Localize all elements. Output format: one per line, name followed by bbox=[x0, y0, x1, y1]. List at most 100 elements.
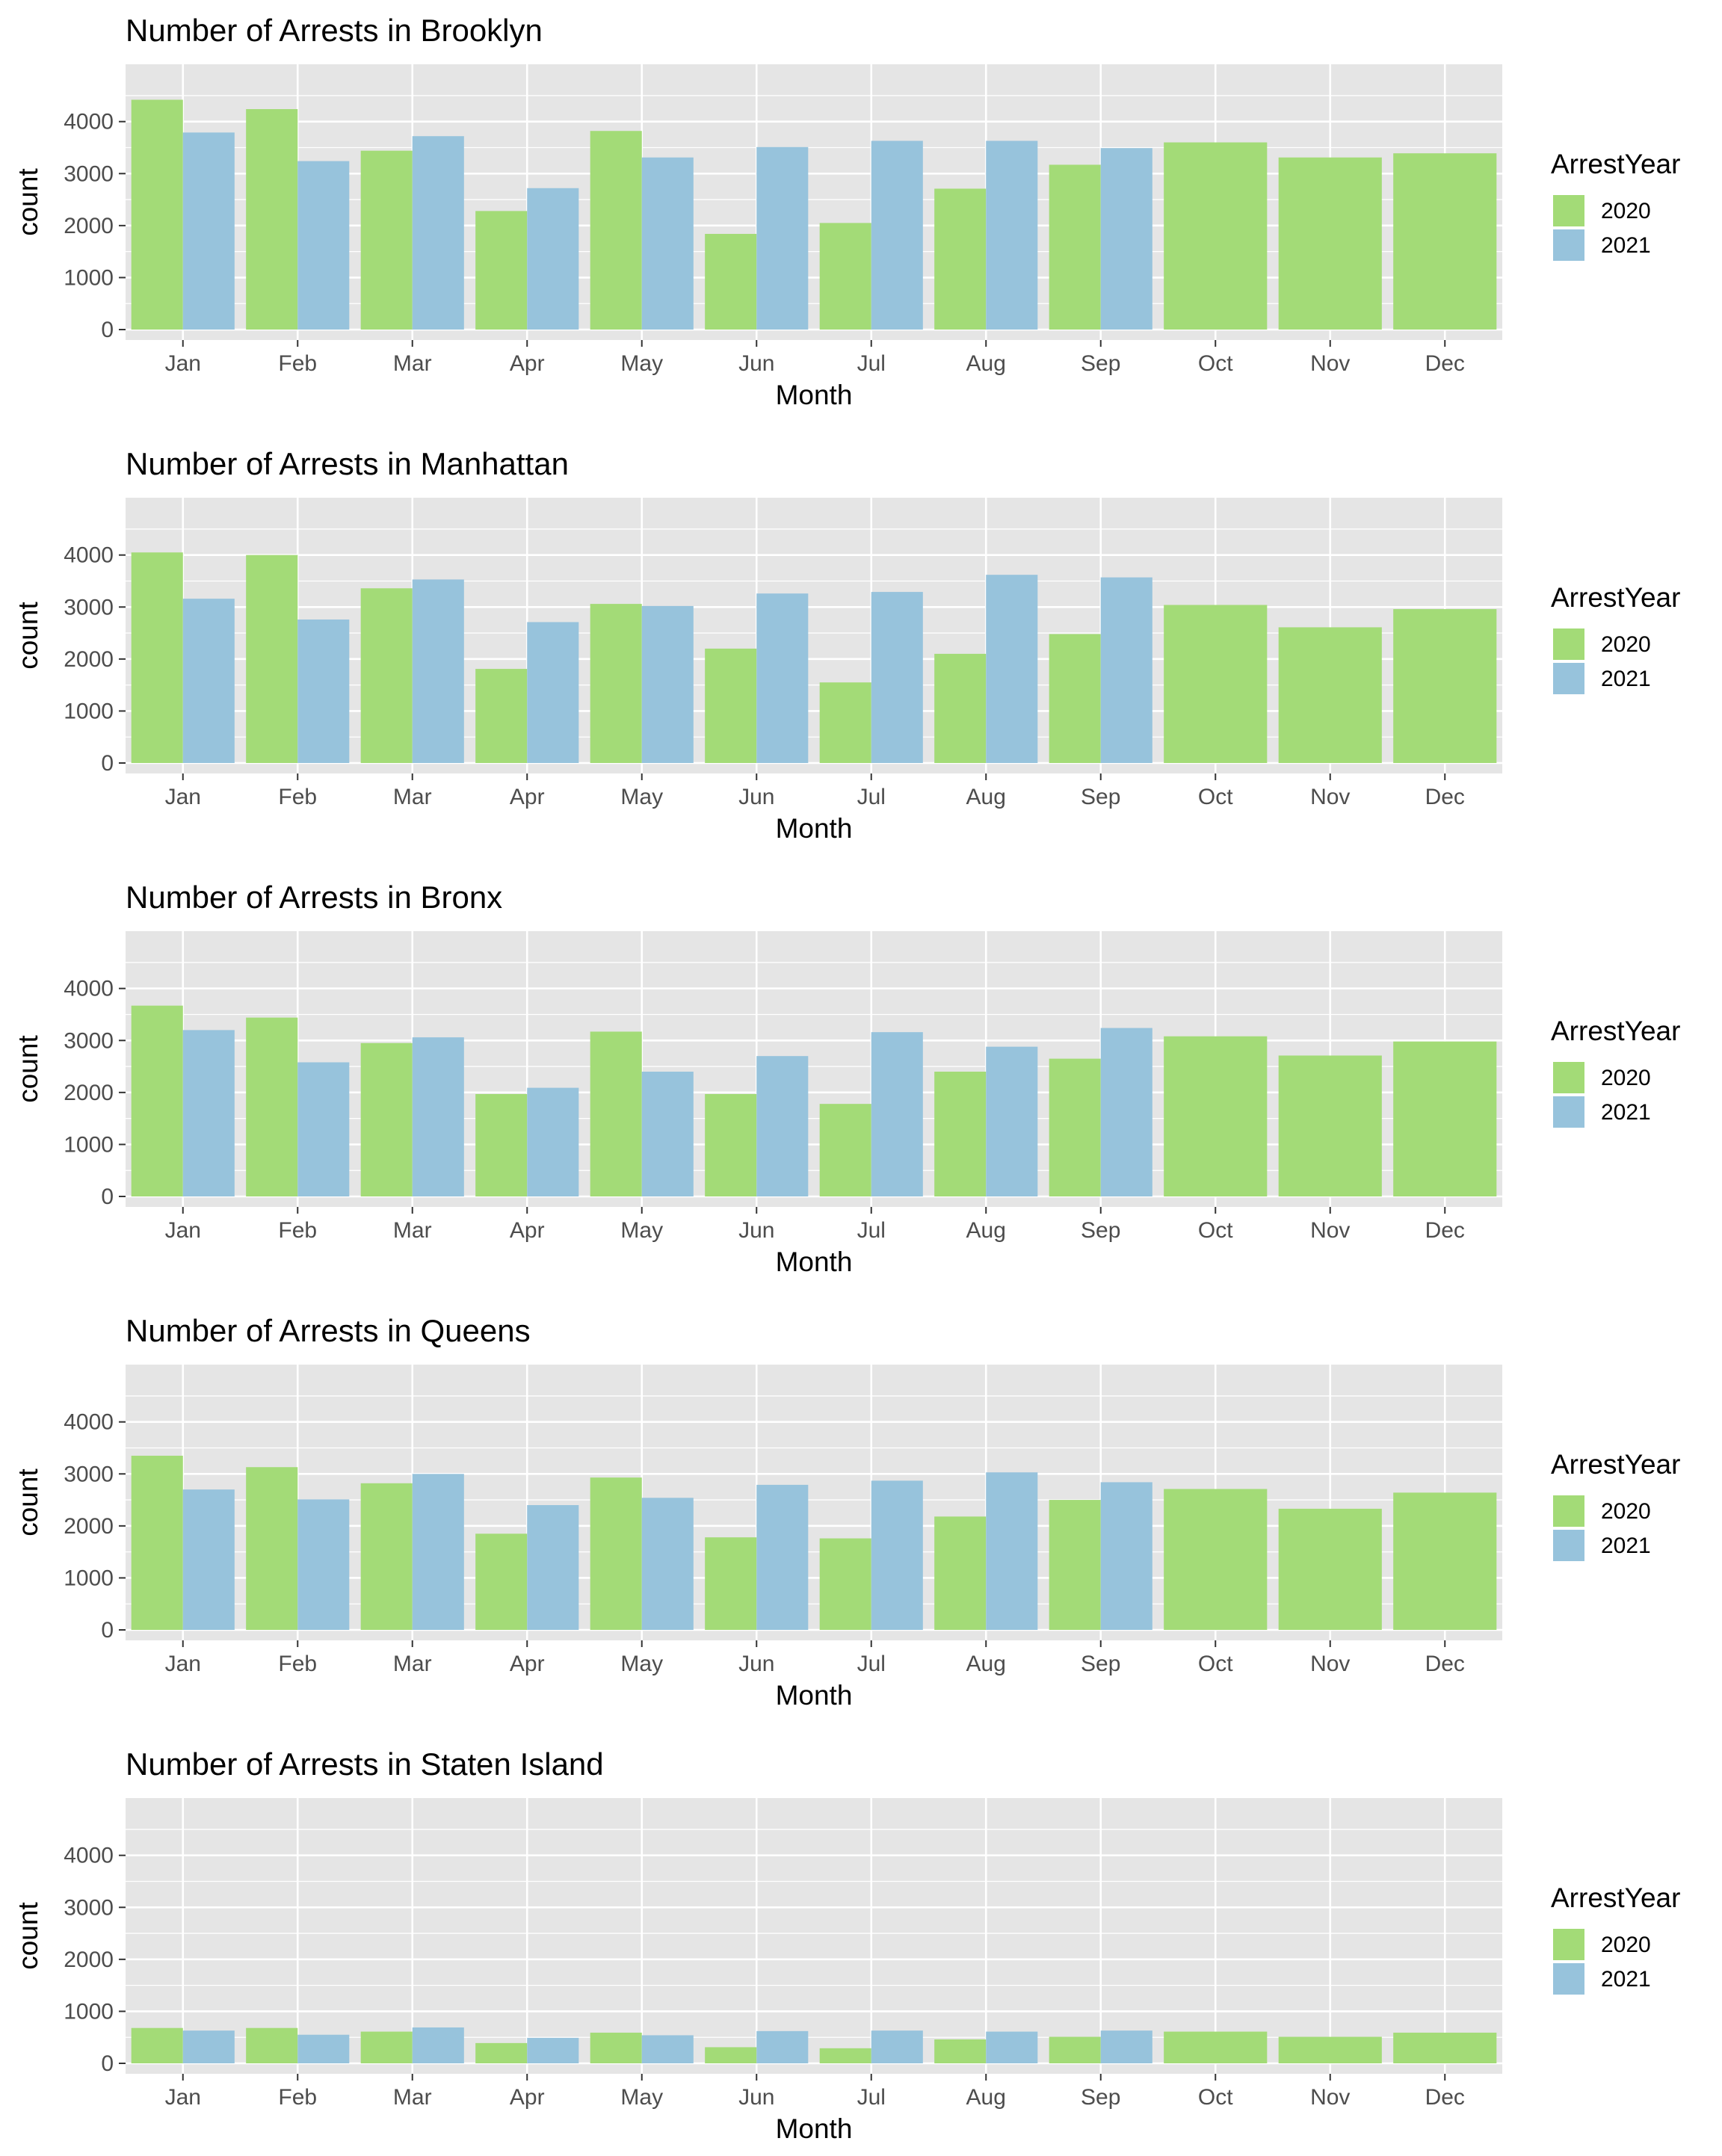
bar-2020-mar bbox=[360, 150, 413, 330]
x-tick-label: Jul bbox=[857, 1652, 886, 1676]
x-tick-label: Jan bbox=[165, 785, 201, 809]
legend-label-2021: 2021 bbox=[1601, 1100, 1651, 1125]
legend-title: ArrestYear bbox=[1551, 582, 1680, 613]
y-tick-label: 4000 bbox=[64, 1844, 114, 1868]
bar-2021-feb bbox=[297, 1499, 350, 1630]
bar-2020-oct bbox=[1164, 1489, 1268, 1630]
y-tick-label: 1000 bbox=[64, 1999, 114, 2024]
bar-2020-sep bbox=[1049, 2036, 1101, 2063]
bar-2020-jun bbox=[705, 648, 757, 763]
bar-2021-may bbox=[641, 157, 694, 330]
x-tick-label: May bbox=[620, 2085, 663, 2110]
bar-2021-mar bbox=[412, 2027, 464, 2063]
bar-2021-aug bbox=[986, 2031, 1038, 2063]
legend-key-2020 bbox=[1553, 195, 1584, 226]
bar-2021-apr bbox=[527, 1505, 579, 1630]
x-tick-label: Feb bbox=[278, 785, 317, 809]
bar-2020-jan bbox=[131, 2027, 183, 2063]
y-tick-label: 0 bbox=[101, 2051, 114, 2076]
bar-2021-jan bbox=[182, 599, 235, 763]
bar-2021-feb bbox=[297, 2034, 350, 2063]
y-tick-label: 0 bbox=[101, 751, 114, 776]
y-tick-label: 2000 bbox=[64, 1514, 114, 1539]
y-tick-label: 0 bbox=[101, 1184, 114, 1209]
y-tick-label: 4000 bbox=[64, 977, 114, 1001]
bar-2020-oct bbox=[1164, 605, 1268, 763]
legend-label-2020: 2020 bbox=[1601, 632, 1651, 657]
x-axis-title: Month bbox=[776, 1680, 853, 1711]
bar-2020-jul bbox=[819, 682, 871, 763]
legend-key-2021 bbox=[1553, 663, 1584, 694]
x-tick-label: Sep bbox=[1081, 2085, 1120, 2110]
y-tick-label: 3000 bbox=[64, 595, 114, 620]
y-axis-title: count bbox=[13, 168, 43, 236]
bar-2020-aug bbox=[934, 1516, 987, 1630]
x-tick-label: Dec bbox=[1425, 1218, 1465, 1243]
legend-label-2021: 2021 bbox=[1601, 1967, 1651, 1992]
legend-key-2021 bbox=[1553, 1530, 1584, 1561]
bar-2020-apr bbox=[475, 211, 528, 330]
bar-2020-sep bbox=[1049, 634, 1101, 763]
bar-2021-jun bbox=[756, 146, 809, 330]
x-tick-label: May bbox=[620, 1652, 663, 1676]
x-tick-label: Jun bbox=[738, 1218, 774, 1243]
bar-2020-jul bbox=[819, 2048, 871, 2063]
legend-label-2020: 2020 bbox=[1601, 1066, 1651, 1090]
bar-2020-mar bbox=[360, 1043, 413, 1196]
x-tick-label: Dec bbox=[1425, 2085, 1465, 2110]
y-tick-label: 4000 bbox=[64, 110, 114, 135]
legend-label-2021: 2021 bbox=[1601, 233, 1651, 258]
legend-key-2021 bbox=[1553, 1963, 1584, 1995]
x-tick-label: Oct bbox=[1198, 351, 1233, 376]
bar-2020-apr bbox=[475, 1533, 528, 1630]
bar-2020-jan bbox=[131, 1455, 183, 1630]
legend-title: ArrestYear bbox=[1551, 1882, 1680, 1913]
bar-2020-jul bbox=[819, 1538, 871, 1630]
y-tick-label: 3000 bbox=[64, 1462, 114, 1486]
bar-2021-may bbox=[641, 605, 694, 763]
x-tick-label: Oct bbox=[1198, 785, 1233, 809]
bar-2020-nov bbox=[1278, 1055, 1382, 1196]
bar-2020-jan bbox=[131, 1005, 183, 1196]
bar-2020-nov bbox=[1278, 2036, 1382, 2063]
x-tick-label: Mar bbox=[393, 1652, 432, 1676]
plot-panel bbox=[126, 498, 1502, 773]
x-tick-label: May bbox=[620, 351, 663, 376]
x-tick-label: Aug bbox=[966, 785, 1006, 809]
bar-2021-jul bbox=[871, 2030, 923, 2063]
x-tick-label: Apr bbox=[510, 1218, 545, 1243]
bar-2020-may bbox=[590, 604, 642, 763]
x-tick-label: Nov bbox=[1310, 1218, 1350, 1243]
x-tick-label: Feb bbox=[278, 1218, 317, 1243]
bar-2021-aug bbox=[986, 1472, 1038, 1630]
chart-panel-1: Number of Arrests in Brooklyn 0 1000 2000 30… bbox=[13, 13, 1680, 410]
bar-2020-may bbox=[590, 1031, 642, 1196]
y-axis-title: count bbox=[13, 602, 43, 670]
x-tick-label: Nov bbox=[1310, 785, 1350, 809]
x-tick-label: Mar bbox=[393, 2085, 432, 2110]
bar-2021-mar bbox=[412, 1037, 464, 1196]
bar-2020-dec bbox=[1393, 153, 1497, 330]
legend-key-2021 bbox=[1553, 229, 1584, 261]
bar-2021-apr bbox=[527, 1087, 579, 1196]
legend-label-2020: 2020 bbox=[1601, 199, 1651, 223]
legend: ArrestYear 2020 2021 bbox=[1551, 149, 1680, 261]
bar-2021-mar bbox=[412, 136, 464, 330]
x-axis-title: Month bbox=[776, 2113, 853, 2144]
x-tick-label: Dec bbox=[1425, 1652, 1465, 1676]
x-tick-label: Aug bbox=[966, 2085, 1006, 2110]
bar-2020-oct bbox=[1164, 2031, 1268, 2063]
bar-2021-jul bbox=[871, 140, 923, 330]
chart-title: Number of Arrests in Staten Island bbox=[126, 1746, 604, 1782]
x-tick-label: Aug bbox=[966, 1652, 1006, 1676]
bar-2020-dec bbox=[1393, 1041, 1497, 1196]
bar-2020-feb bbox=[246, 2027, 298, 2063]
x-tick-label: Apr bbox=[510, 1652, 545, 1676]
x-tick-label: Apr bbox=[510, 2085, 545, 2110]
x-tick-label: Feb bbox=[278, 1652, 317, 1676]
x-tick-label: Jun bbox=[738, 1652, 774, 1676]
bar-2020-dec bbox=[1393, 2032, 1497, 2063]
bar-2020-sep bbox=[1049, 1058, 1101, 1196]
bar-2021-aug bbox=[986, 1046, 1038, 1196]
